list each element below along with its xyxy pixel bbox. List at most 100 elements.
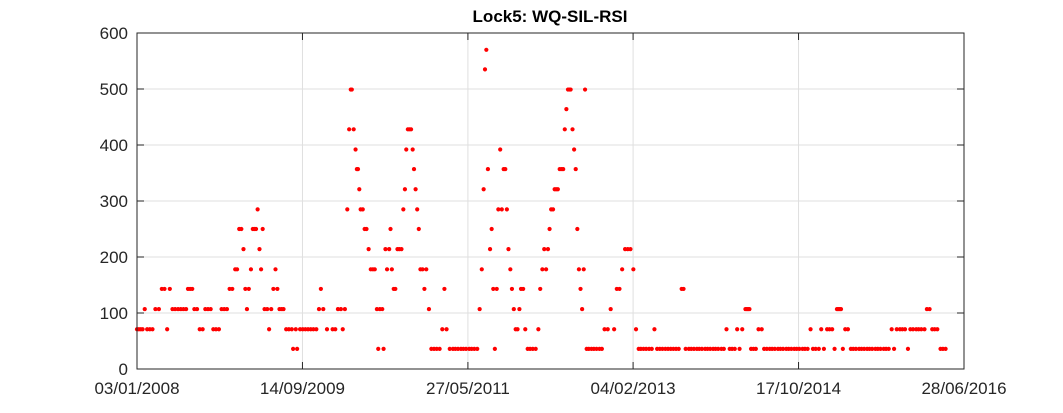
data-point bbox=[360, 207, 365, 212]
data-point bbox=[426, 306, 432, 312]
data-point bbox=[578, 286, 583, 292]
y-tick-label: 500 bbox=[100, 80, 128, 99]
data-point bbox=[355, 166, 361, 172]
data-point bbox=[517, 306, 522, 312]
data-point bbox=[708, 346, 713, 351]
data-point bbox=[246, 286, 251, 292]
data-point bbox=[808, 327, 813, 332]
data-point bbox=[813, 346, 818, 351]
y-axis: 0 100 200 300 400 500 600 bbox=[100, 24, 964, 379]
data-point bbox=[260, 226, 265, 232]
data-points bbox=[134, 47, 948, 351]
data-point bbox=[891, 346, 897, 351]
data-point bbox=[269, 306, 274, 312]
data-point bbox=[208, 306, 213, 312]
y-tick-label: 300 bbox=[100, 192, 128, 211]
data-point bbox=[492, 346, 497, 351]
data-point bbox=[594, 346, 599, 351]
data-point bbox=[602, 327, 607, 332]
data-point bbox=[649, 346, 654, 351]
data-point bbox=[271, 286, 276, 292]
data-point bbox=[756, 327, 761, 332]
data-point bbox=[523, 327, 528, 332]
data-point bbox=[508, 267, 513, 272]
data-point bbox=[200, 327, 205, 332]
data-point bbox=[484, 47, 489, 52]
data-point bbox=[540, 267, 545, 272]
data-point bbox=[289, 327, 294, 332]
data-point bbox=[253, 226, 259, 232]
data-point bbox=[374, 306, 380, 312]
data-point bbox=[927, 306, 932, 312]
data-point bbox=[515, 327, 520, 332]
data-point bbox=[830, 327, 835, 332]
data-point bbox=[496, 207, 501, 212]
data-point bbox=[349, 87, 354, 92]
data-point bbox=[372, 267, 377, 272]
data-point bbox=[241, 247, 246, 252]
data-point bbox=[533, 346, 538, 351]
data-point bbox=[538, 286, 543, 292]
data-point bbox=[475, 346, 480, 351]
data-point bbox=[691, 346, 697, 351]
data-point bbox=[491, 286, 496, 292]
data-point bbox=[878, 346, 883, 351]
data-point bbox=[581, 267, 586, 272]
data-point bbox=[905, 346, 911, 351]
data-point bbox=[291, 346, 296, 351]
data-point bbox=[239, 226, 244, 232]
data-point bbox=[347, 127, 352, 132]
data-point bbox=[351, 127, 356, 132]
data-point bbox=[248, 267, 254, 272]
data-point bbox=[862, 346, 867, 351]
data-point bbox=[564, 107, 569, 112]
data-point bbox=[440, 327, 445, 332]
data-point bbox=[922, 327, 927, 332]
data-point bbox=[150, 327, 155, 332]
data-point bbox=[244, 306, 250, 312]
data-point bbox=[413, 187, 418, 192]
data-point bbox=[293, 327, 298, 332]
data-point bbox=[275, 286, 280, 292]
data-point bbox=[410, 147, 415, 152]
data-point bbox=[463, 346, 469, 351]
data-point bbox=[366, 247, 371, 252]
y-tick-label: 0 bbox=[119, 360, 128, 379]
data-point bbox=[485, 166, 491, 172]
data-point bbox=[894, 327, 899, 332]
data-point bbox=[424, 267, 429, 272]
y-tick-label: 100 bbox=[100, 304, 128, 323]
data-point bbox=[780, 346, 786, 351]
data-point bbox=[764, 346, 769, 351]
data-point bbox=[281, 306, 286, 312]
data-point bbox=[194, 306, 200, 312]
data-point bbox=[447, 346, 452, 351]
data-point bbox=[295, 346, 300, 351]
data-point bbox=[324, 327, 330, 332]
data-point bbox=[255, 207, 260, 212]
data-point bbox=[265, 306, 270, 312]
data-point bbox=[580, 306, 585, 312]
data-point bbox=[357, 187, 362, 192]
data-point bbox=[364, 226, 369, 232]
data-point bbox=[716, 346, 721, 351]
data-point bbox=[267, 327, 272, 332]
data-point bbox=[472, 346, 477, 351]
data-point bbox=[381, 346, 386, 351]
data-point bbox=[482, 67, 488, 72]
data-point bbox=[575, 226, 580, 232]
data-point bbox=[311, 327, 316, 332]
data-point bbox=[489, 226, 494, 232]
data-point bbox=[737, 346, 742, 351]
data-point bbox=[434, 346, 439, 351]
data-point bbox=[509, 286, 515, 292]
x-tick-label: 27/05/2011 bbox=[426, 379, 510, 398]
data-point bbox=[821, 346, 827, 351]
data-point bbox=[243, 286, 248, 292]
data-point bbox=[612, 327, 617, 332]
data-point bbox=[816, 346, 821, 351]
data-point bbox=[550, 207, 556, 212]
data-point bbox=[530, 346, 535, 351]
x-tick-label: 28/06/2016 bbox=[921, 379, 1006, 398]
